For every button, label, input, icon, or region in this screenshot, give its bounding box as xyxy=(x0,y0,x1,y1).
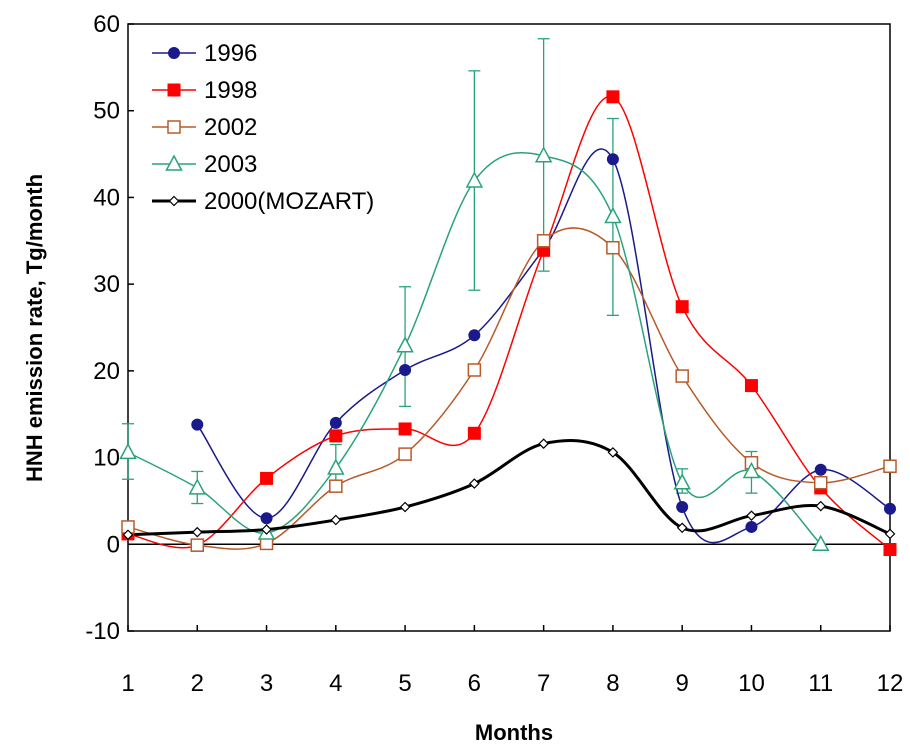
data-point-2000-mozart xyxy=(815,500,827,512)
data-point-1998 xyxy=(744,379,758,393)
legend-marker-2003 xyxy=(165,154,183,171)
x-tick-label: 1 xyxy=(121,670,134,697)
data-point-2002 xyxy=(329,479,343,493)
y-axis-title: HNH emission rate, Tg/month xyxy=(22,174,47,482)
series-markers xyxy=(119,90,897,556)
x-axis-ticks: 1 2 3 4 5 6 7 8 9 10 11 12 xyxy=(121,625,903,697)
data-point-2002 xyxy=(398,447,412,461)
x-axis-title: Months xyxy=(475,720,553,745)
data-point-1998 xyxy=(675,300,689,314)
data-point-2002 xyxy=(467,363,482,377)
data-point-2002 xyxy=(190,538,205,552)
plot-area-border xyxy=(127,23,891,632)
data-point-1998 xyxy=(883,542,897,556)
data-point-2002 xyxy=(883,459,897,473)
plot-frame xyxy=(127,23,891,632)
legend-marker-1996 xyxy=(168,47,180,59)
data-point-2003 xyxy=(673,473,691,490)
x-tick-label: 3 xyxy=(260,670,273,697)
data-point-2002 xyxy=(606,240,620,255)
data-point-1998 xyxy=(329,429,343,443)
legend-label-2003: 2003 xyxy=(204,151,257,178)
x-tick-label: 10 xyxy=(738,670,765,697)
x-tick-label: 7 xyxy=(537,670,550,697)
data-point-1996 xyxy=(814,463,827,476)
data-point-2003 xyxy=(811,534,830,552)
y-tick-label: 20 xyxy=(93,358,120,385)
x-tick-label: 11 xyxy=(808,670,833,697)
data-point-2003 xyxy=(327,458,345,475)
data-point-1998 xyxy=(260,471,274,485)
data-point-2003 xyxy=(396,336,414,353)
data-point-1998 xyxy=(467,426,481,440)
data-point-2000-mozart xyxy=(330,514,342,526)
data-point-1996 xyxy=(191,418,204,431)
y-tick-label: 60 xyxy=(93,11,120,38)
data-point-2000-mozart xyxy=(538,438,549,450)
data-point-1996 xyxy=(676,500,689,513)
data-point-2003 xyxy=(742,461,761,479)
x-tick-label: 8 xyxy=(606,670,619,697)
legend-label-1998: 1998 xyxy=(204,77,257,104)
data-point-2000-mozart xyxy=(746,510,757,522)
x-tick-label: 6 xyxy=(468,670,481,697)
data-point-1996 xyxy=(884,502,896,515)
legend-label-2002: 2002 xyxy=(204,114,257,141)
data-point-2003 xyxy=(119,442,137,460)
y-tick-label: -10 xyxy=(85,618,120,645)
error-bars xyxy=(122,38,758,505)
data-point-1996 xyxy=(260,512,273,525)
data-point-1996 xyxy=(329,416,342,429)
data-point-1996 xyxy=(399,363,412,376)
data-point-2000-mozart xyxy=(607,447,619,458)
legend: 1996 1998 2002 2003 2000(MOZART) xyxy=(152,40,374,215)
series-line-2000-mozart xyxy=(127,439,891,537)
y-axis-ticks: -10 0 10 20 30 40 50 60 xyxy=(85,11,134,645)
y-tick-label: 30 xyxy=(93,271,120,298)
data-point-2002 xyxy=(675,369,689,383)
x-tick-label: 4 xyxy=(329,670,342,697)
x-tick-label: 2 xyxy=(191,670,204,697)
legend-label-1996: 1996 xyxy=(204,40,257,67)
data-point-1998 xyxy=(606,90,620,104)
data-point-2000-mozart xyxy=(122,529,134,541)
x-tick-label: 5 xyxy=(398,670,411,697)
data-point-2002 xyxy=(536,234,551,248)
data-point-2000-mozart xyxy=(469,478,480,489)
data-point-2002 xyxy=(813,475,828,490)
data-point-1996 xyxy=(745,520,758,533)
legend-marker-2000-mozart xyxy=(168,195,180,207)
data-point-1996 xyxy=(606,153,619,166)
legend-label-2000-mozart: 2000(MOZART) xyxy=(204,188,374,215)
data-point-2003 xyxy=(465,171,484,188)
data-point-1996 xyxy=(468,329,481,342)
x-tick-label: 12 xyxy=(877,670,904,697)
data-point-2003 xyxy=(604,206,622,224)
data-point-2003 xyxy=(534,146,553,163)
legend-marker-1998 xyxy=(167,83,181,97)
y-tick-label: 40 xyxy=(93,184,120,211)
data-point-1998 xyxy=(398,422,412,436)
y-tick-label: 50 xyxy=(93,98,120,125)
series-line-2002 xyxy=(127,227,891,550)
data-point-2000-mozart xyxy=(399,501,411,513)
data-point-2000-mozart xyxy=(191,526,203,538)
y-tick-label: 0 xyxy=(107,531,120,558)
data-point-2000-mozart xyxy=(676,522,688,534)
data-point-2000-mozart xyxy=(884,528,896,540)
data-point-2000-mozart xyxy=(261,524,272,535)
legend-marker-2002 xyxy=(167,120,181,134)
x-tick-label: 9 xyxy=(676,670,689,697)
y-tick-label: 10 xyxy=(93,445,120,472)
data-point-2003 xyxy=(188,478,207,495)
